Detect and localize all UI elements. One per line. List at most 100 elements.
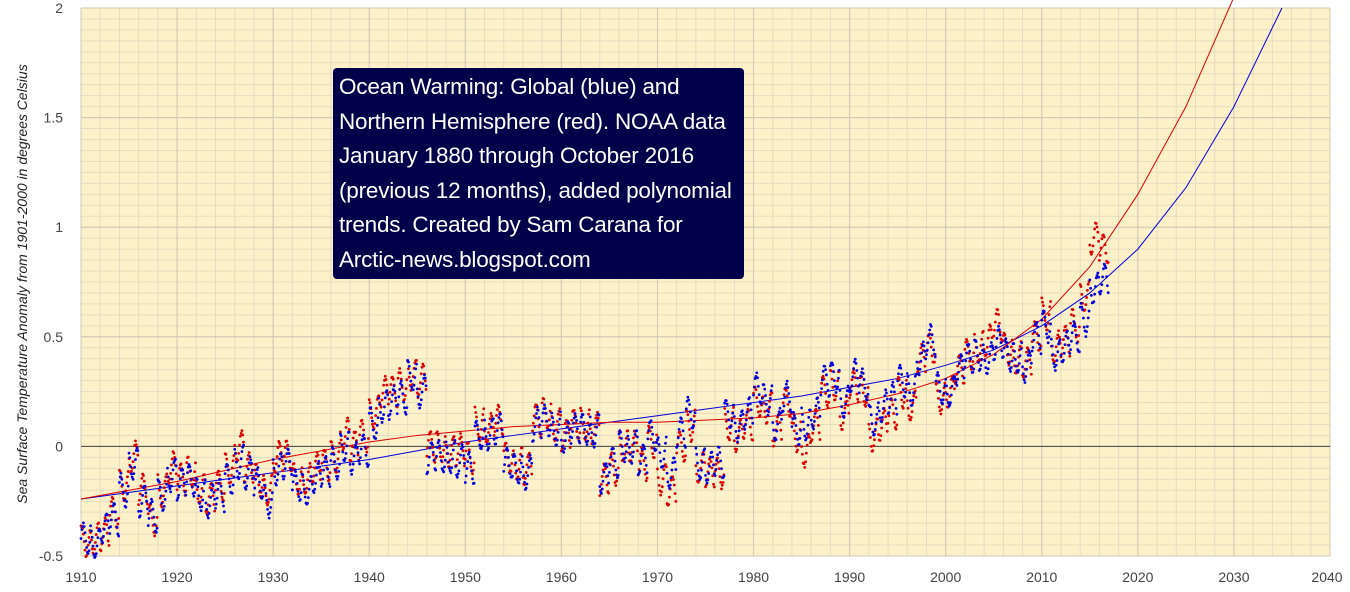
global-data-point	[857, 391, 861, 395]
global-data-point	[800, 413, 804, 416]
global-data-point	[442, 470, 446, 474]
global-data-point	[719, 459, 723, 463]
global-data-point	[736, 436, 740, 440]
nh-data-point	[864, 404, 868, 408]
nh-data-point	[492, 434, 496, 437]
global-data-point	[1062, 351, 1066, 355]
nh-data-point	[853, 376, 857, 379]
nh-data-point	[116, 522, 120, 526]
global-data-point	[931, 340, 935, 344]
nh-data-point	[886, 421, 890, 425]
nh-data-point	[339, 430, 342, 434]
global-data-point	[976, 354, 980, 357]
global-data-point	[1087, 309, 1091, 313]
nh-data-point	[748, 416, 751, 420]
nh-data-point	[953, 387, 956, 391]
nh-data-point	[799, 420, 803, 424]
nh-data-point	[728, 438, 731, 442]
nh-data-point	[313, 466, 317, 470]
global-data-point	[286, 448, 290, 452]
x-tick-label: 2030	[1218, 569, 1249, 585]
nh-data-point	[1048, 305, 1052, 309]
global-data-point	[678, 420, 682, 424]
nh-data-point	[965, 337, 968, 341]
global-data-point	[359, 456, 362, 460]
global-data-point	[1080, 305, 1084, 309]
nh-data-point	[192, 478, 196, 482]
nh-data-point	[108, 513, 112, 517]
nh-data-point	[980, 337, 984, 341]
global-data-point	[762, 383, 766, 387]
nh-data-point	[422, 364, 426, 368]
global-data-point	[234, 460, 238, 464]
global-data-point	[514, 461, 518, 465]
nh-data-point	[451, 438, 454, 442]
nh-data-point	[657, 483, 661, 487]
global-data-point	[431, 443, 434, 447]
global-data-point	[914, 372, 918, 376]
global-data-point	[492, 437, 496, 441]
global-data-point	[780, 417, 783, 421]
nh-data-point	[250, 471, 253, 475]
global-data-point	[241, 445, 245, 449]
global-data-point	[332, 452, 336, 456]
nh-data-point	[971, 360, 975, 363]
nh-data-point	[336, 457, 340, 461]
nh-data-point	[936, 389, 940, 393]
global-data-point	[763, 387, 767, 391]
global-data-point	[263, 484, 267, 487]
global-data-point	[818, 414, 822, 418]
nh-data-point	[845, 399, 849, 403]
nh-data-point	[244, 473, 248, 477]
global-data-point	[694, 446, 698, 450]
global-data-point	[221, 500, 225, 504]
nh-data-point	[547, 424, 550, 428]
global-data-point	[903, 395, 907, 399]
global-data-point	[638, 469, 642, 473]
global-data-point	[220, 492, 224, 495]
global-data-point	[555, 438, 559, 442]
global-data-point	[90, 535, 94, 539]
global-data-point	[271, 458, 275, 461]
global-data-point	[411, 388, 415, 392]
global-data-point	[990, 344, 994, 348]
global-data-point	[810, 423, 814, 426]
nh-data-point	[993, 320, 997, 324]
nh-data-point	[321, 453, 325, 457]
global-data-point	[288, 460, 292, 463]
global-data-point	[1043, 315, 1047, 319]
nh-data-point	[253, 468, 257, 472]
global-data-point	[684, 407, 688, 411]
global-data-point	[1061, 358, 1065, 362]
global-data-point	[197, 494, 201, 497]
global-data-point	[146, 524, 150, 527]
global-data-point	[432, 458, 436, 462]
global-data-point	[1021, 365, 1024, 369]
global-data-point	[933, 352, 936, 356]
nh-data-point	[525, 463, 529, 467]
global-data-point	[375, 431, 378, 435]
nh-data-point	[388, 390, 392, 394]
global-data-point	[453, 439, 457, 442]
nh-data-point	[1043, 319, 1047, 322]
global-data-point	[82, 521, 85, 525]
global-data-point	[287, 452, 291, 455]
global-data-point	[802, 428, 806, 431]
nh-data-point	[175, 488, 179, 492]
nh-data-point	[600, 482, 603, 486]
global-data-point	[797, 443, 801, 446]
global-data-point	[228, 485, 232, 488]
global-data-point	[251, 476, 255, 480]
nh-data-point	[810, 438, 814, 442]
global-data-point	[1067, 343, 1071, 347]
global-data-point	[258, 480, 261, 484]
global-data-point	[170, 477, 174, 481]
global-data-point	[975, 346, 979, 349]
nh-data-point	[1096, 230, 1100, 234]
nh-data-point	[162, 486, 166, 490]
global-data-point	[961, 367, 965, 371]
nh-data-point	[1045, 328, 1049, 332]
global-data-point	[468, 455, 472, 459]
global-data-point	[383, 405, 386, 409]
nh-data-point	[140, 476, 144, 480]
